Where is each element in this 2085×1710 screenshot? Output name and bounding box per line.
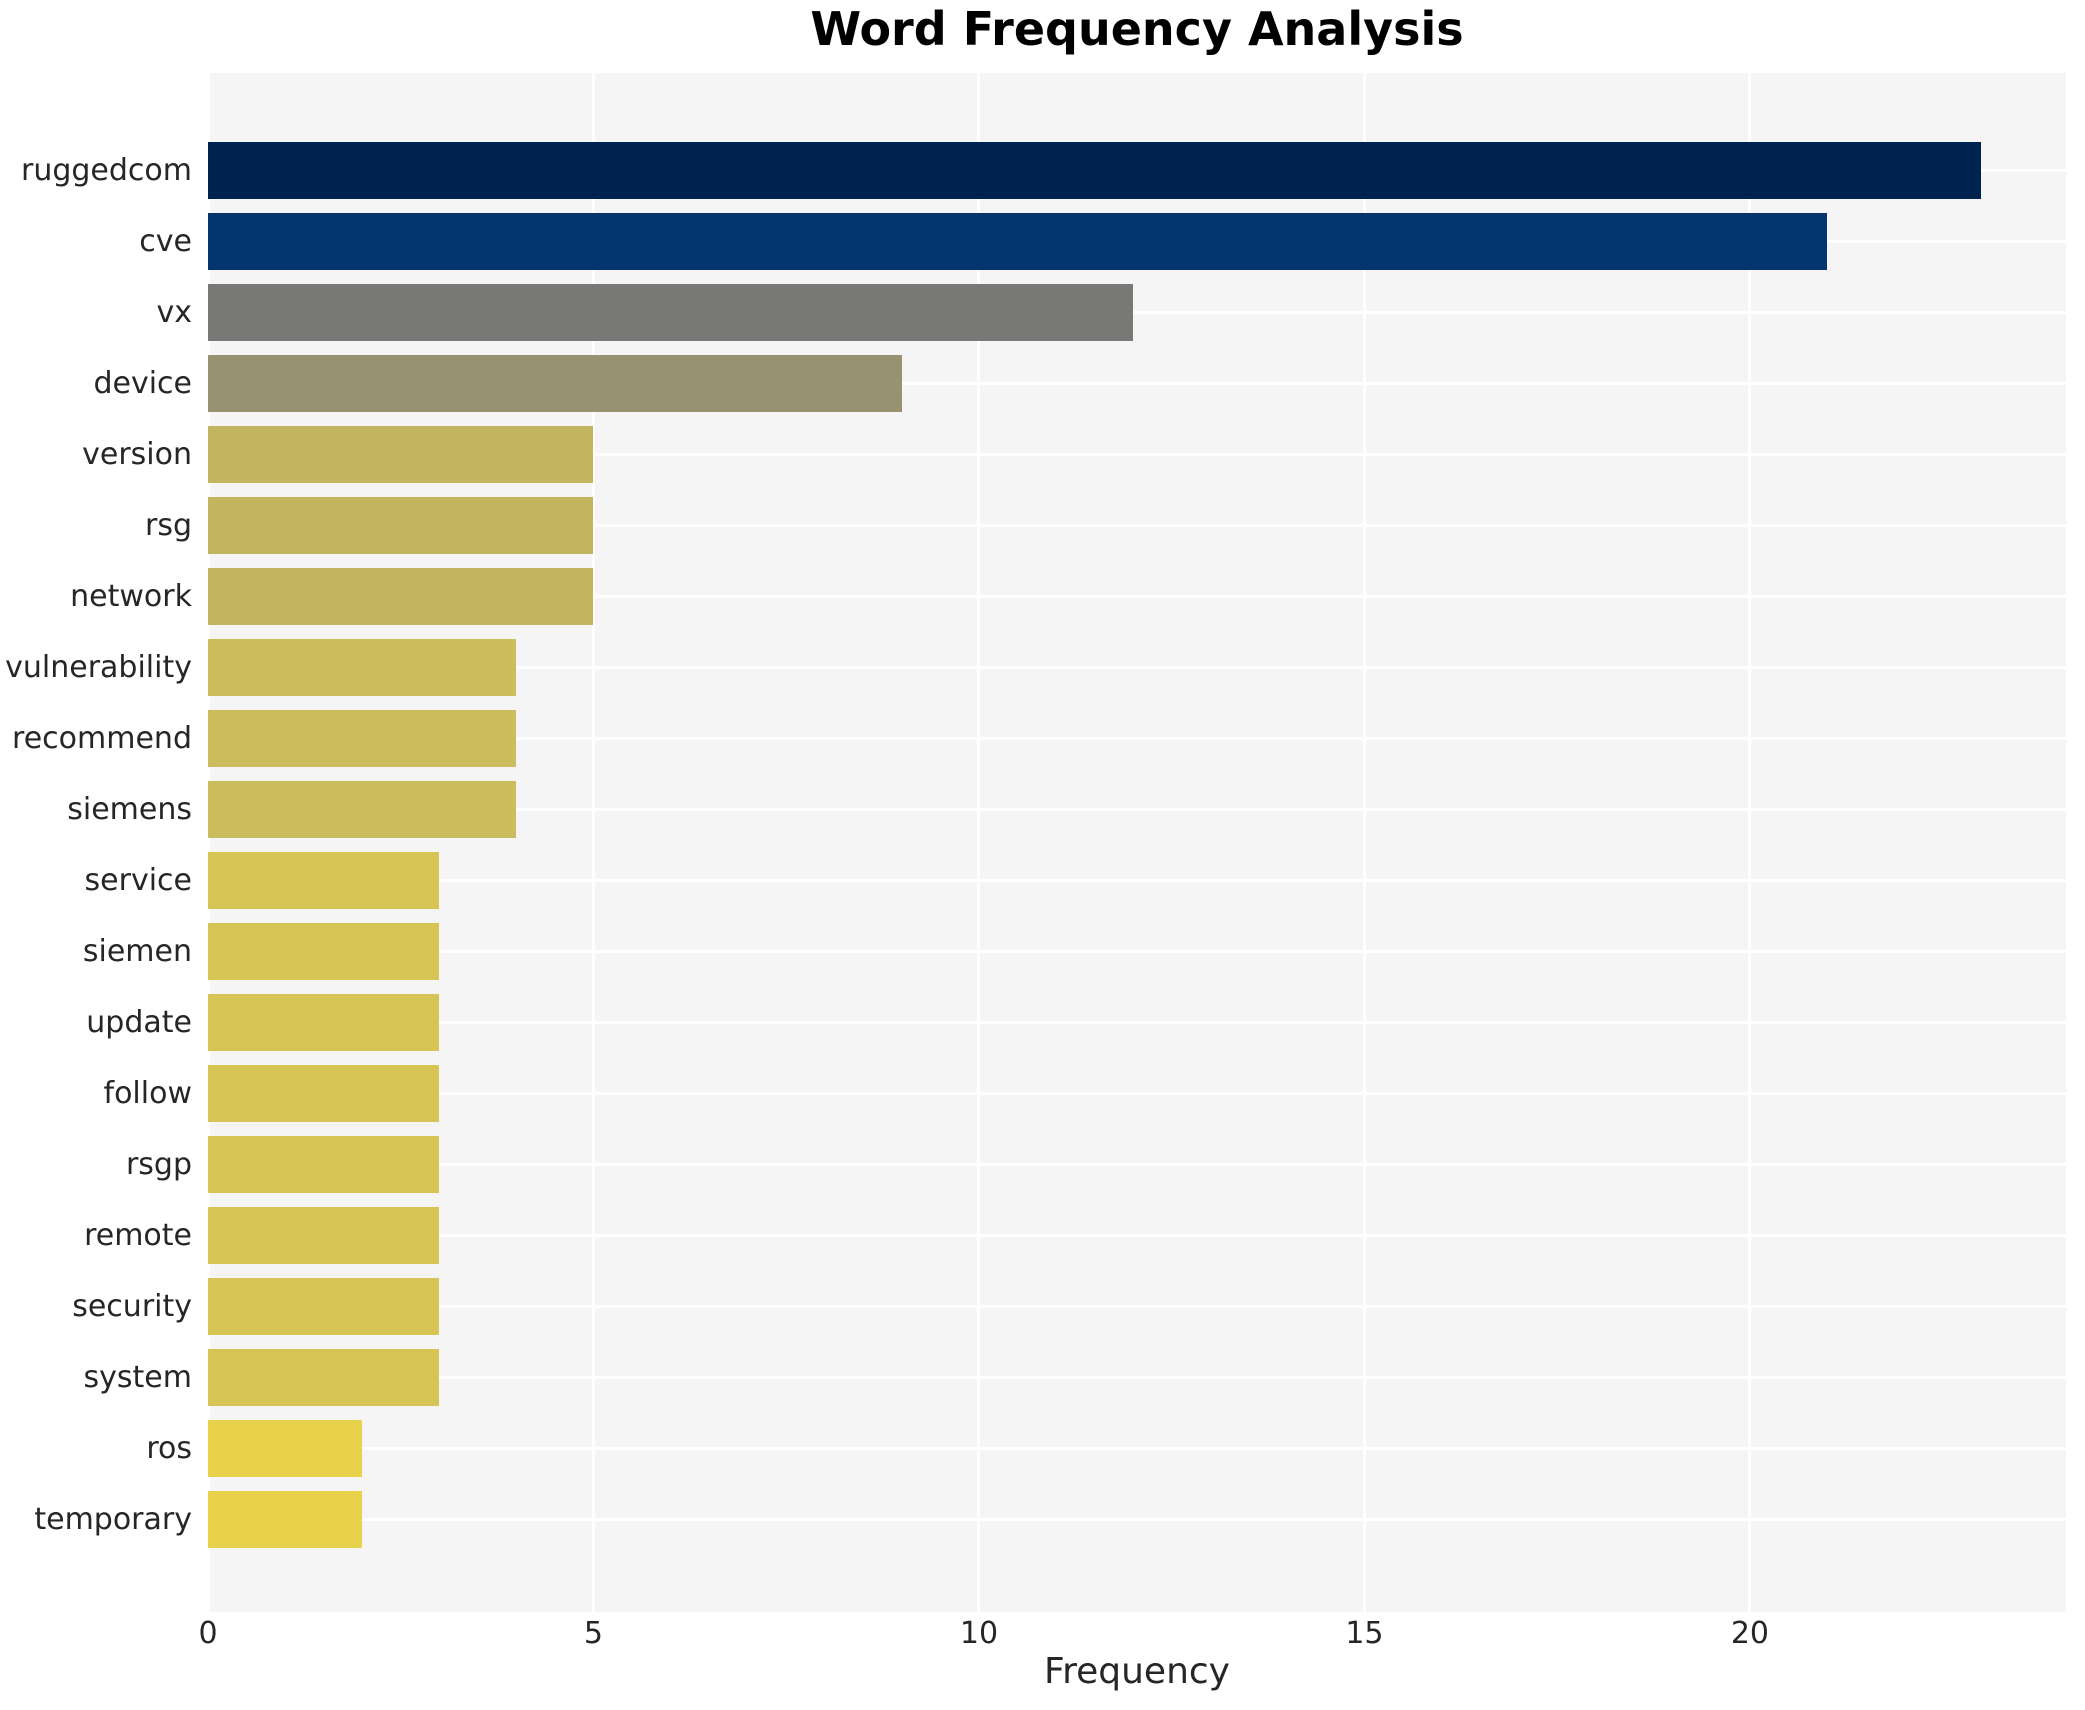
x-axis-label: Frequency: [1044, 1651, 1230, 1692]
gridline-horizontal: [208, 1163, 2066, 1166]
gridline-horizontal: [208, 311, 2066, 314]
bar-row: vx: [156, 277, 2066, 348]
category-label: network: [70, 579, 192, 614]
category-label: device: [93, 366, 192, 401]
bar: [208, 1491, 363, 1548]
gridline-horizontal: [208, 595, 2066, 598]
bar-row: follow: [104, 1058, 2066, 1129]
bar-row: siemen: [83, 916, 2066, 987]
bar: [208, 213, 1827, 270]
bar-row: security: [72, 1271, 2066, 1342]
category-label: vx: [156, 295, 192, 330]
category-label: security: [72, 1289, 192, 1324]
bar: [208, 355, 902, 412]
bar: [208, 142, 1982, 199]
bar: [208, 639, 517, 696]
gridline-vertical: [977, 73, 981, 1612]
gridline-horizontal: [208, 1092, 2066, 1095]
gridline-horizontal: [208, 1376, 2066, 1379]
gridline-horizontal: [208, 524, 2066, 527]
category-label: ros: [146, 1431, 192, 1466]
bar-row: siemens: [67, 774, 2066, 845]
bar-rows: ruggedcom cve vx device version rsg network vul…: [5, 73, 2066, 1612]
bar: [208, 923, 440, 980]
x-tick-label: 0: [198, 1616, 218, 1651]
gridline-horizontal: [208, 879, 2066, 882]
category-label: remote: [84, 1218, 192, 1253]
category-label: system: [83, 1360, 192, 1395]
bar: [208, 284, 1134, 341]
x-tick-label: 10: [959, 1616, 999, 1651]
plot-area: ruggedcom cve vx device version rsg network vul…: [5, 73, 2066, 1612]
bar-row: system: [84, 1342, 2066, 1413]
bar: [208, 852, 440, 909]
gridline-horizontal: [208, 666, 2066, 669]
bar: [208, 1278, 440, 1335]
category-label: update: [86, 1005, 192, 1040]
gridline-horizontal: [208, 1447, 2066, 1450]
chart-title: Word Frequency Analysis: [810, 2, 1464, 56]
category-label: cve: [139, 224, 192, 259]
gridline-horizontal: [208, 1518, 2066, 1521]
bar: [208, 994, 440, 1051]
bar-row: vulnerability: [5, 632, 2066, 703]
bar-row: rsg: [145, 490, 2066, 561]
gridline-vertical: [1748, 73, 1752, 1612]
bar: [208, 1065, 440, 1122]
category-label: rsgp: [125, 1147, 192, 1182]
category-label: service: [84, 863, 192, 898]
gridline-horizontal: [208, 950, 2066, 953]
category-label: siemens: [67, 792, 192, 827]
bar: [208, 1207, 440, 1264]
x-tick-label: 20: [1730, 1616, 1769, 1651]
category-label: recommend: [12, 721, 192, 756]
bar: [208, 426, 594, 483]
category-label: ruggedcom: [20, 153, 192, 188]
bar-row: ruggedcom: [21, 135, 2066, 206]
category-label: rsg: [144, 508, 192, 543]
category-label: siemen: [82, 934, 192, 969]
bar-row: device: [93, 348, 2066, 419]
x-tick-label: 5: [583, 1616, 604, 1651]
gridline-horizontal: [208, 1305, 2066, 1308]
bar: [208, 497, 594, 554]
bar-row: recommend: [12, 703, 2066, 774]
bar: [208, 781, 517, 838]
bar: [208, 568, 594, 625]
bar-row: ros: [146, 1413, 2066, 1484]
x-tick-label: 15: [1345, 1616, 1384, 1651]
bar: [208, 1420, 363, 1477]
gridline-horizontal: [208, 453, 2066, 456]
bar-row: rsgp: [126, 1129, 2066, 1200]
category-label: vulnerability: [5, 650, 192, 685]
bar-row: cve: [139, 206, 2066, 277]
gridline-vertical: [206, 73, 210, 1612]
bar-row: version: [82, 419, 2066, 490]
gridline-horizontal: [208, 1021, 2066, 1024]
category-label: version: [82, 437, 192, 472]
category-label: follow: [103, 1076, 192, 1111]
gridline-vertical: [591, 73, 595, 1612]
bar-row: remote: [84, 1200, 2066, 1271]
gridline-horizontal: [208, 808, 2066, 811]
bar-row: temporary: [34, 1484, 2066, 1555]
bar: [208, 1136, 440, 1193]
gridline-horizontal: [208, 1234, 2066, 1237]
category-label: temporary: [34, 1502, 192, 1537]
gridline-horizontal: [208, 382, 2066, 385]
bar-row: service: [85, 845, 2066, 916]
gridline-horizontal: [208, 737, 2066, 740]
gridline-vertical: [1362, 73, 1366, 1612]
bar-row: network: [70, 561, 2066, 632]
bar: [208, 1349, 440, 1406]
bar-row: update: [86, 987, 2066, 1058]
bar: [208, 710, 517, 767]
